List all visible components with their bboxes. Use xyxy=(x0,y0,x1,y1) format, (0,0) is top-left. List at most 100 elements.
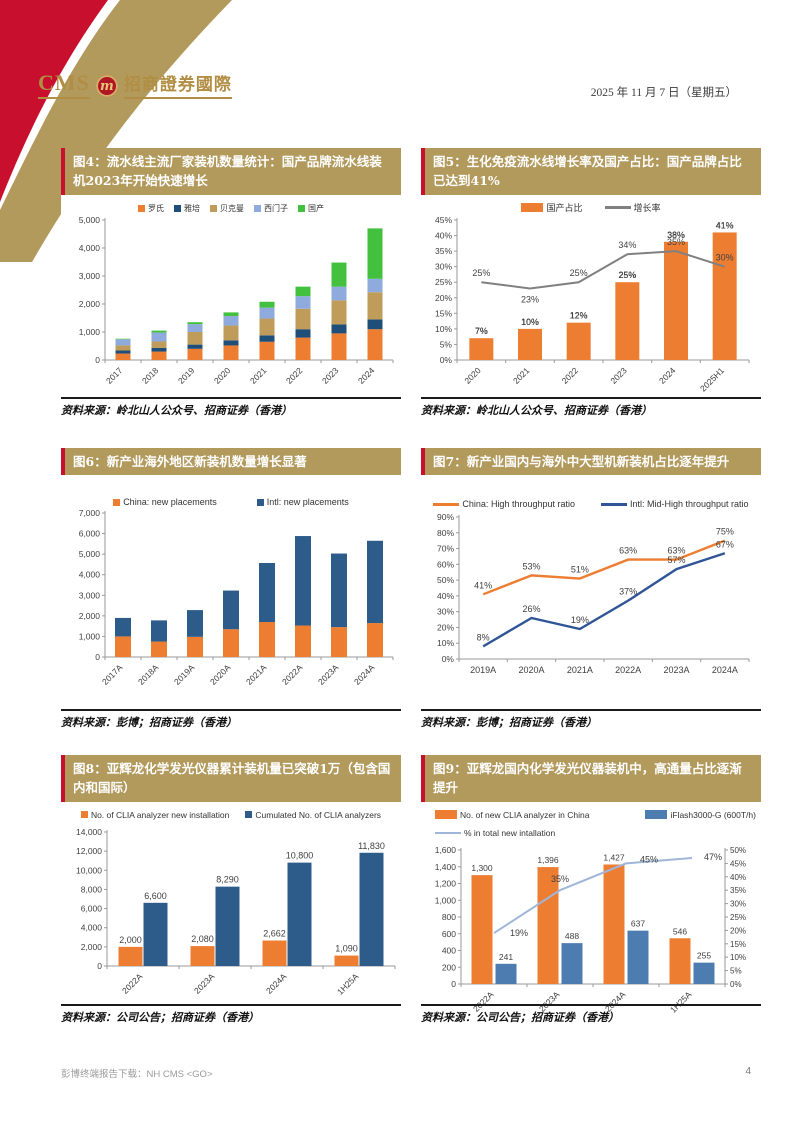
svg-text:2021: 2021 xyxy=(511,365,532,386)
svg-text:26%: 26% xyxy=(522,604,540,614)
svg-text:30%: 30% xyxy=(437,607,454,617)
svg-text:67%: 67% xyxy=(716,540,734,550)
svg-text:2024A: 2024A xyxy=(352,662,377,687)
legend-swatch-icon xyxy=(256,498,264,506)
svg-text:2,000: 2,000 xyxy=(79,611,101,621)
figure8-legend: No. of CLIA analyzer new installation Cum… xyxy=(61,810,401,820)
svg-text:0%: 0% xyxy=(442,654,455,664)
svg-text:2024A: 2024A xyxy=(712,665,738,675)
svg-text:45%: 45% xyxy=(730,859,746,868)
figure8-title-bar: 图8：亚辉龙化学发光仪器累计装机量已突破1万（包含国内和国际） xyxy=(61,755,401,802)
svg-text:2022: 2022 xyxy=(284,365,305,386)
svg-text:41%: 41% xyxy=(716,220,733,230)
legend-label: 雅培 xyxy=(184,203,200,213)
svg-text:0: 0 xyxy=(95,652,100,662)
svg-text:1,000: 1,000 xyxy=(435,895,457,905)
svg-text:7%: 7% xyxy=(475,326,488,336)
svg-text:2020A: 2020A xyxy=(208,662,233,687)
red-ribbon xyxy=(0,0,108,202)
svg-text:45%: 45% xyxy=(435,215,452,225)
legend-label: No. of CLIA analyzer new installation xyxy=(90,809,230,820)
legend-item: 罗氏 xyxy=(138,203,164,214)
figure7-panel: 图7：新产业国内与海外中大型机新装机占比逐年提升 China: High thr… xyxy=(421,448,761,730)
svg-text:12%: 12% xyxy=(570,310,588,320)
svg-text:2,000: 2,000 xyxy=(79,299,101,309)
figure4-chart: 0 1,000 2,000 3,000 4,000 5,000 2017 2018 2019 20… xyxy=(61,214,401,402)
svg-text:4,000: 4,000 xyxy=(79,243,101,253)
legend-swatch-icon xyxy=(210,204,217,212)
svg-text:2022A: 2022A xyxy=(615,665,641,675)
svg-text:40%: 40% xyxy=(435,230,452,240)
svg-text:20%: 20% xyxy=(435,293,452,303)
svg-text:2019A: 2019A xyxy=(470,665,496,675)
svg-text:75%: 75% xyxy=(716,527,734,537)
svg-text:11,830: 11,830 xyxy=(358,841,385,851)
figure6-legend: China: new placements Intl: new placement… xyxy=(61,497,401,507)
svg-text:2021A: 2021A xyxy=(567,665,593,675)
svg-text:2024: 2024 xyxy=(356,365,377,386)
svg-text:3,000: 3,000 xyxy=(79,271,101,281)
svg-text:0: 0 xyxy=(95,355,100,365)
svg-text:5,000: 5,000 xyxy=(79,550,101,560)
figure9-chart: 0 200 400 600 800 1,000 1,200 1,400 1,600 0% 5% 10%… xyxy=(421,838,761,1024)
svg-text:15%: 15% xyxy=(435,308,452,318)
svg-text:19%: 19% xyxy=(571,615,589,625)
svg-text:4,000: 4,000 xyxy=(79,570,101,580)
legend-swatch-icon xyxy=(435,810,457,820)
svg-text:20%: 20% xyxy=(437,623,454,633)
figure9-source: 资料来源：公司公告；招商证券（香港） xyxy=(421,1004,761,1025)
svg-text:241: 241 xyxy=(499,952,513,962)
svg-text:2025H1: 2025H1 xyxy=(698,365,726,393)
svg-text:2018: 2018 xyxy=(140,365,161,386)
svg-text:2,662: 2,662 xyxy=(263,928,286,938)
svg-text:23%: 23% xyxy=(521,294,539,304)
legend-label: 罗氏 xyxy=(148,203,164,213)
svg-text:10%: 10% xyxy=(435,324,452,334)
svg-text:40%: 40% xyxy=(730,873,746,882)
legend-item: 贝克曼 xyxy=(210,203,244,214)
svg-text:63%: 63% xyxy=(619,546,637,556)
legend-swatch-icon xyxy=(521,202,544,212)
svg-text:30%: 30% xyxy=(730,899,746,908)
svg-text:2023A: 2023A xyxy=(192,971,217,996)
svg-text:2020A: 2020A xyxy=(518,665,544,675)
svg-text:1H25A: 1H25A xyxy=(335,971,361,997)
legend-swatch-icon xyxy=(645,810,668,820)
svg-text:6,600: 6,600 xyxy=(144,891,167,901)
svg-text:6,000: 6,000 xyxy=(79,529,101,539)
figure4-title-bar: 图4：流水线主流厂家装机数量统计：国产品牌流水线装机2023年开始快速增长 xyxy=(61,148,401,195)
svg-text:25%: 25% xyxy=(730,913,746,922)
svg-text:5%: 5% xyxy=(440,339,453,349)
svg-text:53%: 53% xyxy=(522,562,540,572)
figure7-title: 图7：新产业国内与海外中大型机新装机占比逐年提升 xyxy=(433,454,730,469)
legend-label: 贝克曼 xyxy=(220,203,244,213)
figure9-legend: No. of new CLIA analyzer in China iFlash3… xyxy=(421,810,761,838)
svg-text:12,000: 12,000 xyxy=(76,846,102,856)
page-number: 4 xyxy=(745,1066,751,1077)
svg-text:25%: 25% xyxy=(570,268,588,278)
svg-text:40%: 40% xyxy=(437,591,454,601)
svg-text:1,396: 1,396 xyxy=(537,855,559,865)
svg-text:2024A: 2024A xyxy=(264,971,289,996)
legend-label: 国产 xyxy=(308,203,324,213)
svg-text:1,000: 1,000 xyxy=(79,632,101,642)
svg-text:1,427: 1,427 xyxy=(603,852,625,862)
svg-text:546: 546 xyxy=(673,926,687,936)
legend-swatch-icon xyxy=(174,204,181,212)
svg-text:4,000: 4,000 xyxy=(81,922,103,932)
svg-text:7,000: 7,000 xyxy=(79,508,101,518)
svg-text:34%: 34% xyxy=(618,240,636,250)
figure5-chart: 0% 5% 10% 15% 20% 25% 30% 35% 40% 45% 2020 2021 2022… xyxy=(421,214,761,402)
svg-text:25%: 25% xyxy=(618,270,636,280)
legend-swatch-icon xyxy=(604,206,631,209)
svg-text:50%: 50% xyxy=(730,846,746,855)
svg-text:15%: 15% xyxy=(730,940,746,949)
legend-label: % in total new intallation xyxy=(464,827,556,838)
svg-text:2021: 2021 xyxy=(248,365,269,386)
svg-text:637: 637 xyxy=(631,918,645,928)
legend-item: 国产 xyxy=(298,203,324,214)
legend-label: 增长率 xyxy=(633,202,661,213)
legend-item: iFlash3000-G (600T/h) xyxy=(645,810,756,820)
svg-text:0%: 0% xyxy=(730,980,742,989)
svg-text:14,000: 14,000 xyxy=(76,827,102,837)
